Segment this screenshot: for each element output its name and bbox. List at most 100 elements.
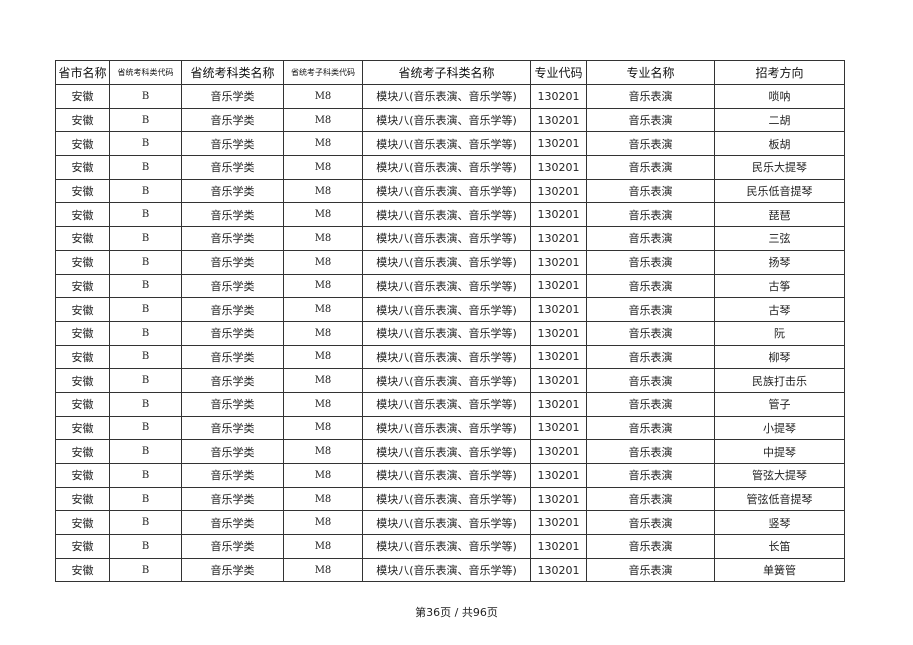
cell-province: 安徽 [55, 178, 110, 204]
cell-category-name: 音乐学类 [181, 84, 284, 109]
cell-direction: 管弦大提琴 [714, 463, 845, 488]
cell-province: 安徽 [55, 368, 110, 393]
table-row: 安徽 B 音乐学类 M8 模块八(音乐表演、音乐学等) 130201 音乐表演 三弦 [55, 226, 845, 251]
table-row: 安徽 B 音乐学类 M8 模块八(音乐表演、音乐学等) 130201 音乐表演 中提琴 [55, 439, 845, 464]
cell-province: 安徽 [55, 155, 110, 180]
cell-category-name: 音乐学类 [181, 391, 284, 417]
cell-subcategory-name: 模块八(音乐表演、音乐学等) [362, 226, 531, 251]
cell-major-code: 130201 [530, 297, 587, 322]
cell-direction: 长笛 [714, 534, 845, 559]
cell-direction: 柳琴 [714, 344, 845, 370]
cell-major-name: 音乐表演 [586, 131, 715, 157]
cell-major-name: 音乐表演 [586, 415, 715, 441]
table-row: 安徽 B 音乐学类 M8 模块八(音乐表演、音乐学等) 130201 音乐表演 民乐低音提琴 [55, 178, 845, 204]
cell-category-name: 音乐学类 [181, 368, 284, 393]
cell-subcategory-code: M8 [283, 486, 363, 512]
cell-major-code: 130201 [530, 131, 587, 157]
table-row: 安徽 B 音乐学类 M8 模块八(音乐表演、音乐学等) 130201 音乐表演 小提琴 [55, 415, 845, 441]
cell-category-code: B [109, 463, 182, 488]
cell-subcategory-name: 模块八(音乐表演、音乐学等) [362, 107, 531, 133]
cell-category-code: B [109, 178, 182, 204]
cell-subcategory-code: M8 [283, 368, 363, 393]
cell-category-code: B [109, 226, 182, 251]
cell-major-code: 130201 [530, 510, 587, 536]
cell-category-code: B [109, 368, 182, 393]
cell-province: 安徽 [55, 510, 110, 536]
cell-subcategory-code: M8 [283, 273, 363, 299]
cell-major-name: 音乐表演 [586, 155, 715, 180]
cell-major-name: 音乐表演 [586, 344, 715, 370]
cell-major-name: 音乐表演 [586, 178, 715, 204]
cell-subcategory-name: 模块八(音乐表演、音乐学等) [362, 178, 531, 204]
cell-category-name: 音乐学类 [181, 344, 284, 370]
header-major-name: 专业名称 [586, 60, 715, 85]
cell-category-name: 音乐学类 [181, 534, 284, 559]
cell-subcategory-code: M8 [283, 320, 363, 346]
cell-category-name: 音乐学类 [181, 439, 284, 464]
cell-category-name: 音乐学类 [181, 557, 284, 583]
cell-subcategory-code: M8 [283, 84, 363, 109]
table-row: 安徽 B 音乐学类 M8 模块八(音乐表演、音乐学等) 130201 音乐表演 民族打击乐 [55, 368, 845, 393]
cell-direction: 管弦低音提琴 [714, 486, 845, 512]
table-row: 安徽 B 音乐学类 M8 模块八(音乐表演、音乐学等) 130201 音乐表演阮 [55, 320, 845, 346]
cell-direction: 民乐低音提琴 [714, 178, 845, 204]
cell-major-name: 音乐表演 [586, 297, 715, 322]
table-row: 安徽 B 音乐学类 M8 模块八(音乐表演、音乐学等) 130201 音乐表演 民乐大提琴 [55, 155, 845, 180]
table-row: 安徽 B 音乐学类 M8 模块八(音乐表演、音乐学等) 130201 音乐表演 长笛 [55, 534, 845, 559]
cell-major-code: 130201 [530, 557, 587, 583]
cell-subcategory-code: M8 [283, 439, 363, 464]
cell-major-code: 130201 [530, 391, 587, 417]
cell-direction: 古琴 [714, 297, 845, 322]
header-subcategory-name: 省统考子科类名称 [362, 60, 531, 85]
cell-major-code: 130201 [530, 463, 587, 488]
table-row: 安徽 B 音乐学类 M8 模块八(音乐表演、音乐学等) 130201 音乐表演 柳琴 [55, 344, 845, 370]
table-row: 安徽 B 音乐学类 M8 模块八(音乐表演、音乐学等) 130201 音乐表演 管弦低音提琴 [55, 486, 845, 512]
cell-subcategory-code: M8 [283, 463, 363, 488]
cell-major-name: 音乐表演 [586, 391, 715, 417]
cell-subcategory-code: M8 [283, 202, 363, 228]
cell-province: 安徽 [55, 297, 110, 322]
table-row: 安徽 B 音乐学类 M8 模块八(音乐表演、音乐学等) 130201 音乐表演 古筝 [55, 273, 845, 299]
cell-category-code: B [109, 557, 182, 583]
cell-subcategory-code: M8 [283, 155, 363, 180]
cell-direction: 扬琴 [714, 249, 845, 275]
cell-subcategory-name: 模块八(音乐表演、音乐学等) [362, 510, 531, 536]
cell-category-code: B [109, 415, 182, 441]
cell-category-name: 音乐学类 [181, 463, 284, 488]
cell-direction: 管子 [714, 391, 845, 417]
cell-major-name: 音乐表演 [586, 107, 715, 133]
cell-direction: 二胡 [714, 107, 845, 133]
cell-subcategory-name: 模块八(音乐表演、音乐学等) [362, 320, 531, 346]
cell-major-code: 130201 [530, 178, 587, 204]
cell-category-code: B [109, 155, 182, 180]
cell-category-code: B [109, 344, 182, 370]
cell-direction: 单簧管 [714, 557, 845, 583]
cell-major-code: 130201 [530, 202, 587, 228]
table-row: 安徽 B 音乐学类 M8 模块八(音乐表演、音乐学等) 130201 音乐表演 唢呐 [55, 84, 845, 109]
cell-category-code: B [109, 131, 182, 157]
cell-subcategory-name: 模块八(音乐表演、音乐学等) [362, 155, 531, 180]
cell-major-name: 音乐表演 [586, 439, 715, 464]
cell-category-code: B [109, 202, 182, 228]
cell-category-name: 音乐学类 [181, 415, 284, 441]
cell-category-name: 音乐学类 [181, 486, 284, 512]
cell-category-code: B [109, 486, 182, 512]
cell-major-name: 音乐表演 [586, 226, 715, 251]
cell-major-code: 130201 [530, 439, 587, 464]
cell-major-name: 音乐表演 [586, 273, 715, 299]
table-row: 安徽 B 音乐学类 M8 模块八(音乐表演、音乐学等) 130201 音乐表演 二胡 [55, 107, 845, 133]
cell-province: 安徽 [55, 344, 110, 370]
cell-major-name: 音乐表演 [586, 486, 715, 512]
cell-category-name: 音乐学类 [181, 510, 284, 536]
cell-major-code: 130201 [530, 155, 587, 180]
cell-subcategory-name: 模块八(音乐表演、音乐学等) [362, 439, 531, 464]
cell-major-code: 130201 [530, 107, 587, 133]
cell-subcategory-code: M8 [283, 415, 363, 441]
cell-subcategory-name: 模块八(音乐表演、音乐学等) [362, 249, 531, 275]
cell-major-name: 音乐表演 [586, 249, 715, 275]
cell-subcategory-code: M8 [283, 510, 363, 536]
cell-subcategory-code: M8 [283, 249, 363, 275]
cell-direction: 竖琴 [714, 510, 845, 536]
cell-subcategory-code: M8 [283, 107, 363, 133]
cell-subcategory-code: M8 [283, 557, 363, 583]
